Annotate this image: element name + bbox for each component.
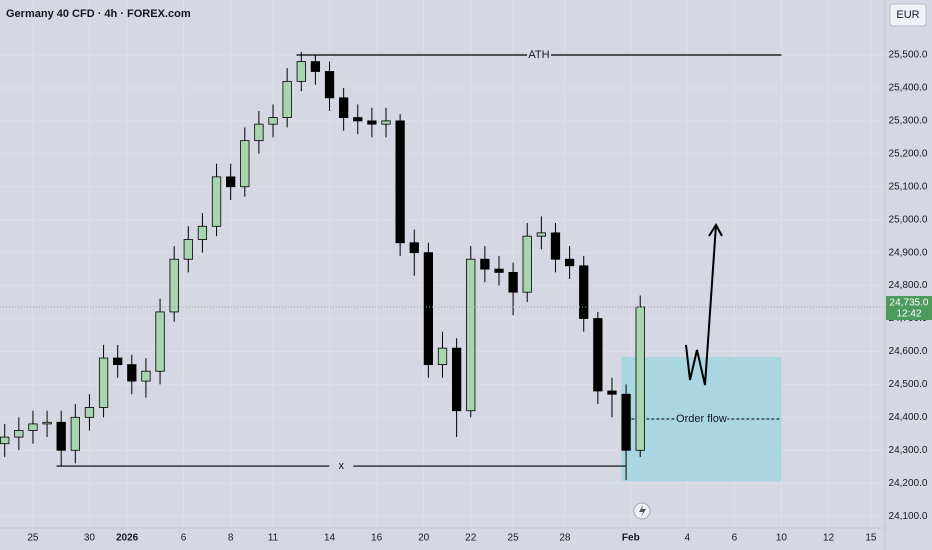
x-tick-label: Feb (622, 533, 640, 544)
candle-body (169, 258, 179, 313)
candle-body (522, 235, 532, 293)
candle-body (564, 258, 575, 267)
x-tick-label: 30 (84, 533, 96, 544)
candle-body (607, 390, 617, 395)
candle-body (155, 311, 165, 372)
label-bg (527, 48, 552, 63)
x-tick-label: 2026 (116, 533, 139, 544)
x-tick-label: 10 (776, 533, 788, 544)
candle-body (324, 71, 335, 99)
candle-body (536, 232, 546, 237)
candle-body (98, 357, 109, 408)
candle-body (197, 225, 208, 240)
x-tick-label: 25 (27, 533, 39, 544)
candle-body (480, 258, 490, 270)
last-price-box (886, 295, 932, 320)
candle-body (42, 421, 52, 425)
x-tick-label: 22 (465, 533, 477, 544)
candle-body (113, 357, 123, 366)
y-tick-label: 24,900.0 (889, 247, 928, 258)
candle-body (226, 176, 236, 188)
currency[interactable]: EUR (896, 9, 919, 21)
x-tick-label: 28 (559, 533, 571, 544)
candle-body (381, 120, 391, 125)
x-tick-label: 6 (181, 533, 187, 544)
x-tick-label: 20 (418, 533, 430, 544)
x-tick-label: 6 (732, 533, 738, 544)
y-tick-label: 24,400.0 (889, 412, 928, 423)
y-tick-label: 25,500.0 (889, 50, 928, 61)
candle-body (339, 97, 349, 118)
candle-body (437, 347, 448, 366)
candle-body (70, 416, 80, 451)
ath-label: ATH (528, 49, 549, 61)
chart-title: Germany 40 CFD · 4h · FOREX.com (6, 8, 191, 20)
arrow-head (708, 223, 723, 237)
y-tick-label: 25,100.0 (889, 181, 928, 192)
y-tick-label: 24,300.0 (889, 445, 928, 456)
candle-body (395, 120, 405, 244)
x-tick-label: 8 (228, 533, 234, 544)
candle-body (579, 265, 589, 319)
candle-body (310, 61, 321, 72)
y-tick-label: 24,500.0 (889, 379, 928, 390)
candle-body (84, 407, 95, 418)
support-label: x (339, 460, 345, 472)
y-tick-label: 24,100.0 (889, 511, 928, 522)
x-tick-label: 16 (371, 533, 383, 544)
candle-body (211, 176, 222, 227)
x-tick-label: 12 (823, 533, 835, 544)
candle-body (550, 232, 561, 260)
lightning (639, 505, 646, 517)
candle-body (183, 239, 193, 260)
candle-body (56, 421, 66, 451)
y-tick-label: 24,200.0 (889, 478, 928, 489)
candle-body (494, 268, 504, 273)
label-bg (675, 411, 728, 426)
y-tick-label: 24,800.0 (889, 280, 928, 291)
x-tick-label: 15 (865, 533, 877, 544)
candle-body (635, 306, 645, 451)
projection-arrow (685, 224, 717, 386)
candle-body (127, 364, 137, 382)
candle-body (451, 347, 462, 412)
candle-body (621, 393, 631, 451)
candle-body (353, 117, 363, 122)
candle-body (466, 258, 476, 412)
candle-body (254, 123, 264, 142)
candle-body (268, 117, 278, 125)
y-tick-label: 25,200.0 (889, 148, 928, 159)
x-tick-label: 4 (685, 533, 691, 544)
currency-box[interactable] (889, 3, 927, 27)
last-price-label: 24,735.0 (890, 298, 929, 309)
candle-body (593, 318, 603, 392)
candle-body (240, 140, 250, 188)
candle-body (409, 242, 419, 254)
candle-body (0, 436, 10, 445)
candle-body (282, 80, 292, 118)
y-tick-label: 24,600.0 (889, 346, 928, 357)
candle-body (28, 423, 38, 431)
candle-body (423, 252, 434, 366)
x-tick-label: 11 (268, 533, 279, 544)
candle-body (296, 61, 306, 82)
candle-body (141, 370, 151, 382)
candle-body (14, 430, 24, 438)
y-tick-label: 25,300.0 (889, 116, 928, 127)
x-tick-label: 14 (324, 533, 336, 544)
y-tick-label: 25,400.0 (889, 83, 928, 94)
x-tick-label: 25 (508, 533, 520, 544)
order-flow-label: Order flow (676, 413, 727, 425)
candle-body (367, 120, 377, 125)
y-tick-label: 25,000.0 (889, 214, 928, 225)
countdown: 12:42 (896, 309, 921, 320)
label-bg (329, 459, 354, 474)
candle-body (508, 271, 518, 293)
